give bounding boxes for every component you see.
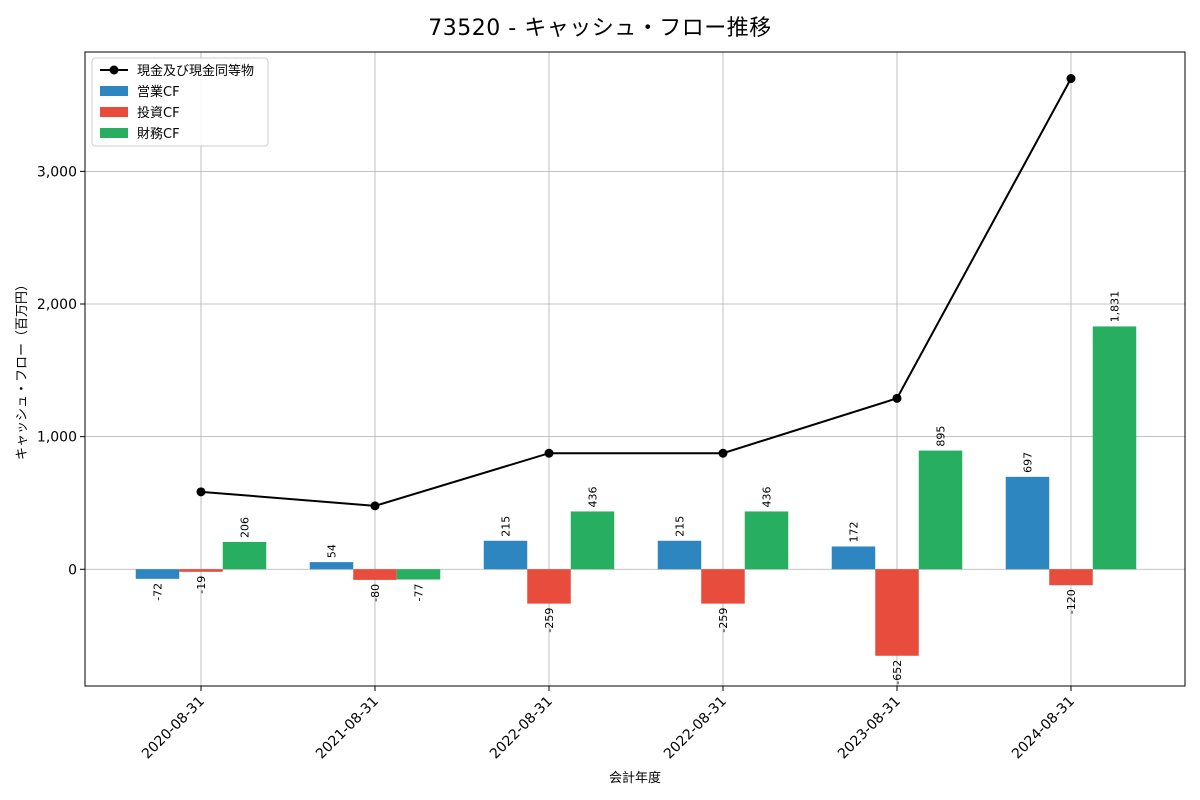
bar-value-label: -80 — [369, 584, 382, 602]
x-tick-label: 2022-08-31 — [487, 694, 556, 763]
bar-value-label: 436 — [587, 486, 600, 507]
x-tick-label: 2024-08-31 — [1009, 694, 1078, 763]
y-tick-label: 0 — [68, 562, 77, 578]
bar-value-label: -652 — [891, 660, 904, 685]
bar-value-label: 436 — [761, 486, 774, 507]
bar — [657, 540, 702, 570]
legend-bar-swatch — [100, 107, 128, 117]
x-tick-label: 2021-08-31 — [313, 694, 382, 763]
y-tick-label: 1,000 — [37, 430, 77, 446]
bar-value-label: 215 — [674, 516, 687, 537]
bar-value-label: 215 — [500, 516, 513, 537]
plot-frame — [84, 51, 1186, 687]
cash-point — [196, 487, 206, 497]
bar-value-label: 172 — [848, 521, 861, 542]
x-tick-label: 2022-08-31 — [661, 694, 730, 763]
cash-line — [200, 78, 1072, 507]
bar — [744, 511, 789, 570]
bar-layer — [135, 326, 1137, 656]
y-tick-label: 3,000 — [37, 164, 77, 180]
bar — [1049, 569, 1093, 586]
x-tick-label: 2020-08-31 — [139, 694, 208, 763]
cash-point — [892, 393, 902, 403]
bar — [570, 511, 615, 570]
bar-value-label: -77 — [413, 583, 426, 601]
legend-bar-swatch — [100, 86, 128, 96]
bar — [353, 569, 397, 580]
bar-value-label: -19 — [195, 576, 208, 594]
grid-layer — [85, 52, 1185, 686]
bar — [179, 569, 223, 572]
chart-title: 73520 - キャッシュ・フロー推移 — [428, 16, 772, 41]
legend-marker — [109, 65, 119, 75]
bar — [831, 546, 876, 570]
legend-label: 投資CF — [137, 105, 180, 121]
bar — [701, 569, 745, 604]
legend-box — [91, 57, 269, 147]
bar-value-label: -259 — [543, 608, 556, 633]
x-tick-label: 2023-08-31 — [835, 694, 904, 763]
bar — [483, 540, 528, 570]
cash-point — [370, 501, 380, 511]
cash-point — [718, 448, 728, 458]
cash-point — [1066, 74, 1076, 84]
bar-value-label: -259 — [717, 608, 730, 633]
y-tick-label: 2,000 — [37, 297, 77, 313]
bar — [918, 450, 963, 570]
bar-value-label: 895 — [935, 426, 948, 447]
bar — [309, 562, 354, 570]
bar-value-label: 697 — [1022, 452, 1035, 473]
bar — [396, 569, 441, 580]
legend-bar-swatch — [100, 128, 128, 138]
bar — [135, 569, 180, 579]
bar — [1092, 326, 1137, 570]
y-axis-title: キャッシュ・フロー（百万円） — [15, 278, 30, 460]
cash-point — [544, 448, 554, 458]
bar-value-label: -72 — [152, 583, 165, 601]
bar — [1005, 476, 1050, 570]
bar-value-label: 54 — [326, 544, 339, 558]
legend-label: 営業CF — [137, 84, 180, 100]
x-axis-title: 会計年度 — [609, 770, 661, 786]
bar — [875, 569, 919, 656]
bar-value-label: 206 — [239, 517, 252, 538]
legend-label: 現金及び現金同等物 — [137, 63, 254, 79]
legend-label: 財務CF — [137, 127, 180, 142]
bar — [222, 541, 267, 570]
bar-value-label: -120 — [1065, 589, 1078, 614]
line-layer — [196, 74, 1076, 511]
label-layer: -72 54 215 215 172 697 -19 -80 -259 -259 -652 -120 2… — [152, 291, 1122, 685]
bar-value-label: 1,831 — [1109, 291, 1122, 323]
bar — [527, 569, 571, 604]
